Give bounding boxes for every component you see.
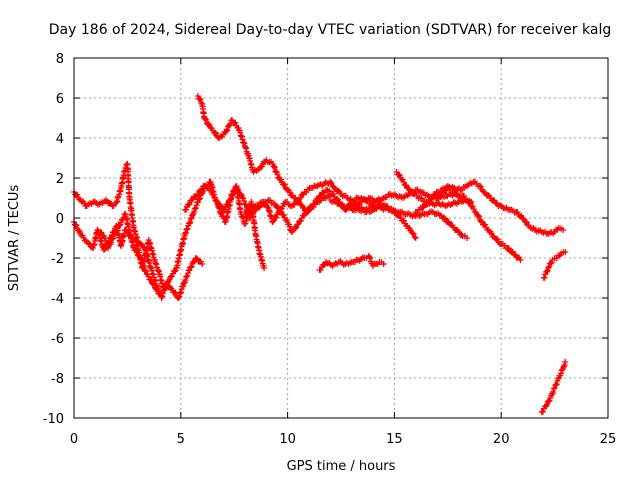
x-axis-label: GPS time / hours: [287, 459, 396, 474]
series-markers: [412, 178, 567, 237]
series-markers: [241, 192, 334, 235]
y-tick-label: -8: [51, 372, 64, 387]
series-track-6: [241, 192, 334, 235]
series-markers: [94, 211, 163, 297]
x-tick-label: 20: [493, 432, 510, 447]
series-markers: [540, 249, 569, 281]
series-markers: [316, 253, 387, 273]
series-track-3: [94, 211, 163, 297]
y-tick-label: 2: [56, 172, 64, 187]
x-tick-label: 10: [279, 432, 296, 447]
y-tick-label: -4: [51, 292, 64, 307]
series-track-12: [434, 190, 524, 263]
grid-lines: [74, 58, 608, 418]
y-tick-label: 0: [56, 212, 64, 227]
y-tick-label: 8: [56, 52, 64, 67]
series-markers: [393, 169, 475, 209]
series-track-10: [393, 169, 475, 209]
series-track-11: [412, 178, 567, 237]
data-series: [71, 93, 569, 415]
series-track-9: [348, 195, 419, 241]
y-tick-label: 4: [56, 132, 64, 147]
y-tick-label: -10: [43, 412, 64, 427]
chart-title: Day 186 of 2024, Sidereal Day-to-day VTE…: [49, 22, 611, 38]
y-axis-label: SDTVAR / TECUs: [7, 185, 22, 292]
axis-ticks: 0 5 10 15 20 25 -10 -8 -6 -4 -2 0 2 4 6 8: [43, 52, 617, 447]
y-tick-label: -2: [51, 252, 64, 267]
x-tick-label: 5: [177, 432, 185, 447]
x-tick-label: 0: [70, 432, 78, 447]
series-track-14: [538, 359, 569, 415]
series-markers: [434, 190, 524, 263]
series-track-7: [316, 253, 387, 273]
series-markers: [538, 359, 569, 415]
plot-frame: [73, 57, 609, 419]
series-track-13: [540, 249, 569, 281]
x-tick-label: 25: [600, 432, 617, 447]
y-tick-label: -6: [51, 332, 64, 347]
y-tick-label: 6: [56, 92, 64, 107]
x-tick-label: 15: [386, 432, 403, 447]
series-markers: [348, 195, 419, 241]
